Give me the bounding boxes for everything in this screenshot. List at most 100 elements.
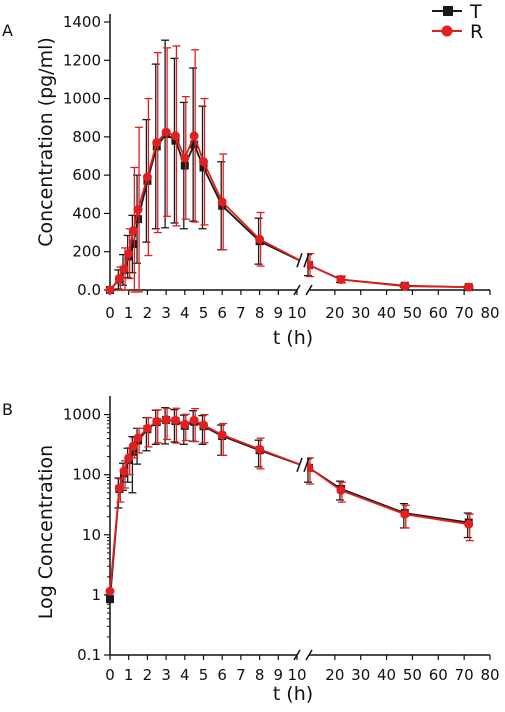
panel-b: B Log Concentration t (h) 0 1 2 3 4 5 6 7 8 9 10 20…: [2, 396, 500, 705]
data-point: [190, 140, 199, 149]
x-tick-label: 7: [236, 666, 246, 684]
legend-label-r: R: [470, 21, 483, 43]
x-tick-label: 80: [480, 666, 499, 684]
data-point: [400, 281, 410, 291]
series-line: [109, 418, 469, 600]
x-tick-label: 6: [217, 304, 227, 322]
x-tick-label: 40: [377, 304, 396, 322]
y-tick-label: 1400: [63, 13, 101, 31]
data-point: [119, 466, 129, 476]
line-break-mark: [303, 252, 310, 268]
y-tick-label: 1000: [63, 90, 101, 108]
series-line: [109, 132, 469, 291]
x-tick-label: 5: [199, 304, 209, 322]
y-tick-label: 800: [72, 128, 101, 146]
data-point: [105, 586, 115, 596]
data-point: [161, 127, 171, 137]
data-point: [464, 282, 474, 292]
data-point: [152, 416, 162, 426]
y-tick-label: 1: [91, 586, 101, 604]
x-tick-label: 70: [455, 304, 474, 322]
panel-a-xlabel: t (h): [273, 327, 313, 349]
x-tick-label: 2: [143, 666, 153, 684]
x-tick-label: 4: [180, 666, 190, 684]
panel-a-ylabel: Concentration (pg/ml): [35, 37, 57, 247]
x-tick-label: 8: [255, 304, 265, 322]
data-point: [217, 430, 227, 440]
data-point: [255, 234, 265, 244]
panel-b-letter: B: [2, 400, 13, 419]
legend-label-t: T: [469, 1, 482, 23]
data-point: [189, 415, 199, 425]
data-point: [199, 163, 208, 172]
series-r: [105, 45, 474, 295]
x-tick-label: 60: [429, 666, 448, 684]
line-break-mark: [303, 457, 310, 473]
y-tick-label: 1200: [63, 51, 101, 69]
data-point: [114, 274, 124, 284]
x-tick-label: 0: [105, 666, 115, 684]
x-tick-label: 7: [236, 304, 246, 322]
data-point: [119, 264, 129, 274]
x-tick-label: 10: [287, 666, 306, 684]
data-point: [171, 136, 180, 145]
data-point: [255, 444, 265, 454]
y-tick-label: 10: [82, 526, 101, 544]
series-line: [109, 131, 469, 291]
y-tick-label: 100: [72, 466, 101, 484]
x-tick-label: 20: [325, 666, 344, 684]
data-point: [336, 485, 346, 495]
x-tick-label: 0: [105, 304, 115, 322]
legend-entry-t: T: [432, 1, 482, 23]
data-point: [189, 131, 199, 141]
y-tick-label: 0.0: [77, 281, 101, 299]
data-point: [134, 215, 143, 224]
x-tick-label: 60: [429, 304, 448, 322]
x-tick-label: 8: [255, 666, 265, 684]
data-point: [129, 240, 138, 249]
y-tick-label: 200: [72, 243, 101, 261]
x-tick-label: 20: [325, 304, 344, 322]
data-point: [180, 419, 190, 429]
x-tick-label: 6: [217, 666, 227, 684]
data-point: [199, 420, 208, 430]
x-tick-label: 1: [124, 304, 134, 322]
data-point: [142, 172, 152, 182]
line-break-gap: [299, 250, 307, 271]
data-point: [161, 415, 171, 425]
data-point: [124, 249, 134, 259]
data-point: [106, 595, 114, 604]
x-tick-label: 40: [377, 666, 396, 684]
series-r: [105, 407, 474, 596]
line-break-mark: [296, 457, 303, 473]
data-point: [199, 157, 208, 167]
y-tick-label: 0.1: [77, 646, 101, 664]
data-point: [336, 274, 346, 284]
data-point: [170, 131, 180, 141]
x-tick-label: 70: [455, 666, 474, 684]
legend-entry-r: R: [432, 21, 483, 43]
data-point: [133, 433, 143, 443]
data-point: [217, 197, 227, 207]
data-point: [180, 161, 189, 170]
x-tick-label: 4: [180, 304, 190, 322]
line-break-gap: [299, 454, 307, 475]
x-tick-label: 2: [143, 304, 153, 322]
axis-break-mark: [305, 284, 313, 296]
line-break-mark: [296, 252, 303, 268]
data-point: [133, 205, 143, 215]
data-point: [180, 153, 190, 163]
x-tick-label: 9: [274, 304, 284, 322]
data-point: [464, 519, 474, 529]
x-tick-label: 30: [351, 666, 370, 684]
data-point: [400, 509, 410, 519]
x-tick-label: 10: [287, 304, 306, 322]
panel-b-xlabel: t (h): [273, 683, 313, 705]
data-point: [152, 138, 162, 148]
data-point: [114, 483, 124, 493]
x-tick-label: 5: [199, 666, 209, 684]
data-point: [124, 453, 134, 463]
y-tick-label: 600: [72, 166, 101, 184]
